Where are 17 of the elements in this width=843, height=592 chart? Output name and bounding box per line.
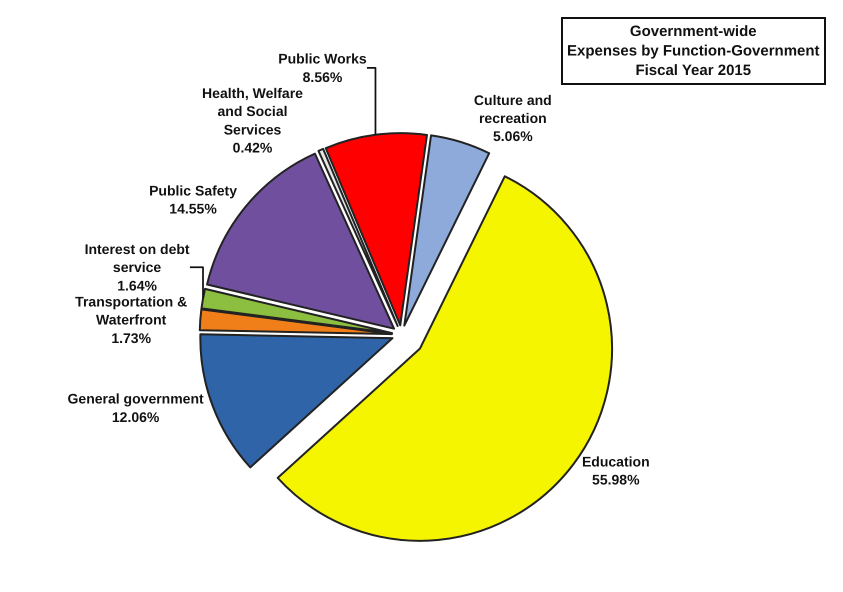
slice-label: General government xyxy=(68,390,204,407)
slice-label: Interest on debt service xyxy=(84,241,190,276)
slice-label: Public Safety xyxy=(149,182,238,199)
slice-label: Transportation & Waterfront xyxy=(75,293,188,328)
slice-label: Public Works xyxy=(278,50,367,67)
data-label: 12.06% xyxy=(112,408,160,425)
slice-label: Health, Welfare and Social Services xyxy=(202,84,304,138)
slice-label: Culture and recreation xyxy=(474,92,552,126)
data-label: 55.98% xyxy=(592,472,640,488)
data-label: 8.56% xyxy=(302,68,343,85)
data-label: 0.42% xyxy=(232,140,273,156)
data-label: 1.73% xyxy=(111,330,152,346)
text: Government-wide Expenses by Function-Government Fiscal Year 2015 xyxy=(567,23,820,79)
slice-label: Education xyxy=(582,453,650,470)
data-label: 14.55% xyxy=(169,200,218,217)
data-label: 1.64% xyxy=(117,277,158,294)
data-label: 5.06% xyxy=(492,128,534,144)
